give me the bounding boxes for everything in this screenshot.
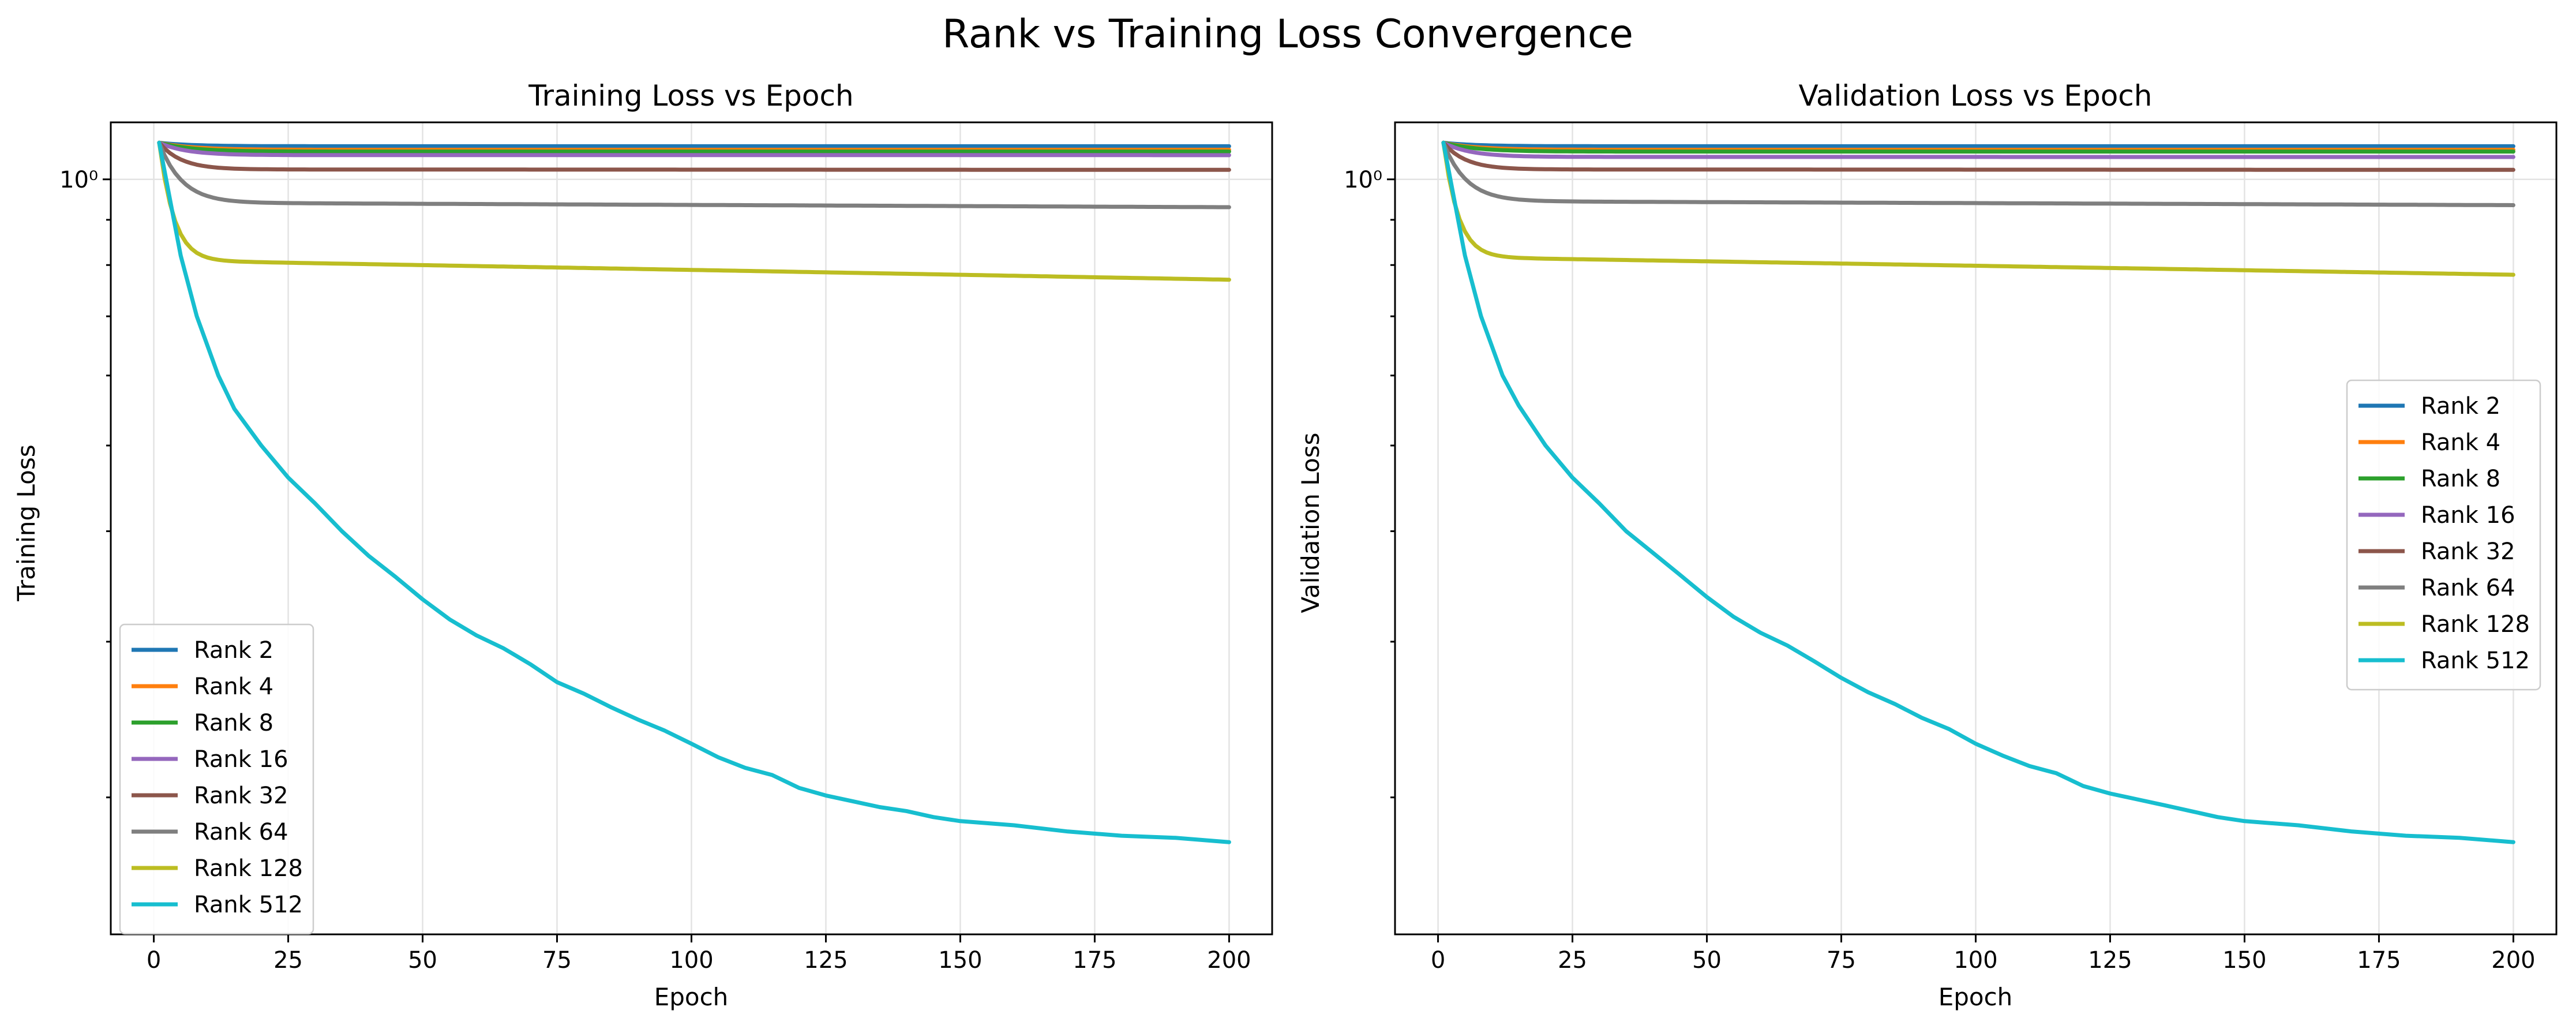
validation-series-rank-8 — [1441, 140, 2515, 154]
training-series-rank-32 — [157, 140, 1231, 172]
training-y-axis-label: Training Loss — [12, 444, 40, 601]
training-series-rank-2 — [157, 140, 1231, 148]
validation-series-rank-2 — [1441, 140, 2515, 148]
validation-x-tick-label: 150 — [2222, 947, 2266, 974]
validation-legend-label: Rank 16 — [2421, 502, 2515, 529]
validation-y-tick-label: 10⁰ — [1344, 167, 1382, 193]
training-series-lines — [157, 140, 1231, 844]
validation-panel-title: Validation Loss vs Epoch — [1799, 79, 2153, 113]
validation-legend-label: Rank 2 — [2421, 393, 2500, 420]
training-x-tick-label: 50 — [408, 947, 437, 974]
training-legend-item-rank-16: Rank 16 — [132, 746, 288, 773]
validation-x-tick-label: 100 — [1953, 947, 1997, 974]
training-legend-label: Rank 512 — [194, 892, 303, 918]
validation-legend-label: Rank 512 — [2421, 648, 2530, 674]
training-legend-item-rank-512: Rank 512 — [132, 892, 303, 918]
validation-x-tick-label: 75 — [1827, 947, 1856, 974]
validation-legend-label: Rank 4 — [2421, 429, 2500, 456]
validation-legend-item-rank-2: Rank 2 — [2358, 393, 2500, 420]
validation-series-rank-128 — [1441, 140, 2515, 277]
training-series-rank-16 — [157, 140, 1231, 158]
validation-series-rank-16 — [1441, 140, 2515, 159]
validation-legend-item-rank-64: Rank 64 — [2358, 575, 2515, 601]
validation-x-tick-label: 125 — [2088, 947, 2132, 974]
training-legend-label: Rank 32 — [194, 783, 288, 809]
validation-legend-item-rank-512: Rank 512 — [2358, 648, 2530, 674]
validation-legend-label: Rank 64 — [2421, 575, 2515, 601]
training-legend-label: Rank 128 — [194, 855, 303, 882]
training-x-axis-label: Epoch — [654, 983, 729, 1011]
validation-x-tick-label: 25 — [1558, 947, 1587, 974]
training-legend-item-rank-64: Rank 64 — [132, 819, 288, 845]
training-legend-label: Rank 16 — [194, 746, 288, 773]
validation-x-tick-label: 50 — [1692, 947, 1722, 974]
training-legend-label: Rank 4 — [194, 673, 273, 700]
validation-y-axis-label: Validation Loss — [1296, 433, 1325, 613]
validation-legend-item-rank-8: Rank 8 — [2358, 466, 2500, 492]
training-series-rank-128 — [157, 140, 1231, 282]
training-axes-frame — [110, 121, 1273, 936]
training-x-tick-label: 150 — [938, 947, 982, 974]
validation-x-tick-label: 175 — [2357, 947, 2401, 974]
training-loss-panel: Training Loss vs Epoch Epoch Training Lo… — [12, 79, 1273, 1011]
validation-legend-item-rank-128: Rank 128 — [2358, 611, 2530, 638]
training-legend-item-rank-32: Rank 32 — [132, 783, 288, 809]
training-grid — [111, 122, 1272, 934]
training-y-tick-label: 10⁰ — [59, 167, 98, 193]
training-x-tick-label: 0 — [147, 947, 161, 974]
training-x-tick-label: 200 — [1207, 947, 1251, 974]
validation-axes-frame — [1394, 121, 2558, 936]
validation-series-rank-64 — [1441, 140, 2515, 207]
validation-legend-label: Rank 32 — [2421, 538, 2515, 565]
validation-legend: Rank 2 Rank 4 Rank 8 Rank 16 Rank 32 Rank 64 R… — [2346, 379, 2541, 691]
training-x-tick-label: 25 — [273, 947, 303, 974]
validation-legend-label: Rank 128 — [2421, 611, 2530, 638]
validation-legend-item-rank-32: Rank 32 — [2358, 538, 2515, 565]
validation-x-tick-label: 0 — [1431, 947, 1445, 974]
validation-x-axis-label: Epoch — [1938, 983, 2013, 1011]
training-legend-label: Rank 64 — [194, 819, 288, 845]
validation-series-lines — [1441, 140, 2515, 844]
validation-legend-label: Rank 8 — [2421, 466, 2500, 492]
training-legend-box — [119, 623, 314, 935]
validation-loss-panel: Validation Loss vs Epoch Epoch Validatio… — [1296, 79, 2558, 1011]
training-legend-label: Rank 2 — [194, 637, 273, 664]
training-legend: Rank 2 Rank 4 Rank 8 Rank 16 Rank 32 Rank 64 R… — [119, 623, 314, 935]
training-legend-item-rank-4: Rank 4 — [132, 673, 273, 700]
training-x-tick-label: 125 — [804, 947, 848, 974]
figure-title: Rank vs Training Loss Convergence — [942, 12, 1633, 57]
training-series-rank-8 — [157, 140, 1231, 154]
validation-legend-item-rank-4: Rank 4 — [2358, 429, 2500, 456]
training-panel-title: Training Loss vs Epoch — [528, 79, 853, 113]
validation-series-rank-32 — [1441, 140, 2515, 172]
validation-legend-item-rank-16: Rank 16 — [2358, 502, 2515, 529]
training-x-tick-label: 100 — [669, 947, 713, 974]
training-legend-item-rank-128: Rank 128 — [132, 855, 303, 882]
training-x-tick-label: 75 — [542, 947, 572, 974]
validation-series-rank-512 — [1441, 140, 2515, 844]
training-legend-label: Rank 8 — [194, 710, 273, 736]
training-legend-item-rank-8: Rank 8 — [132, 710, 273, 736]
validation-legend-box — [2346, 379, 2541, 691]
training-legend-item-rank-2: Rank 2 — [132, 637, 273, 664]
training-series-rank-64 — [157, 140, 1231, 209]
training-series-rank-512 — [157, 140, 1231, 844]
validation-x-tick-label: 200 — [2491, 947, 2535, 974]
training-x-tick-label: 175 — [1073, 947, 1116, 974]
